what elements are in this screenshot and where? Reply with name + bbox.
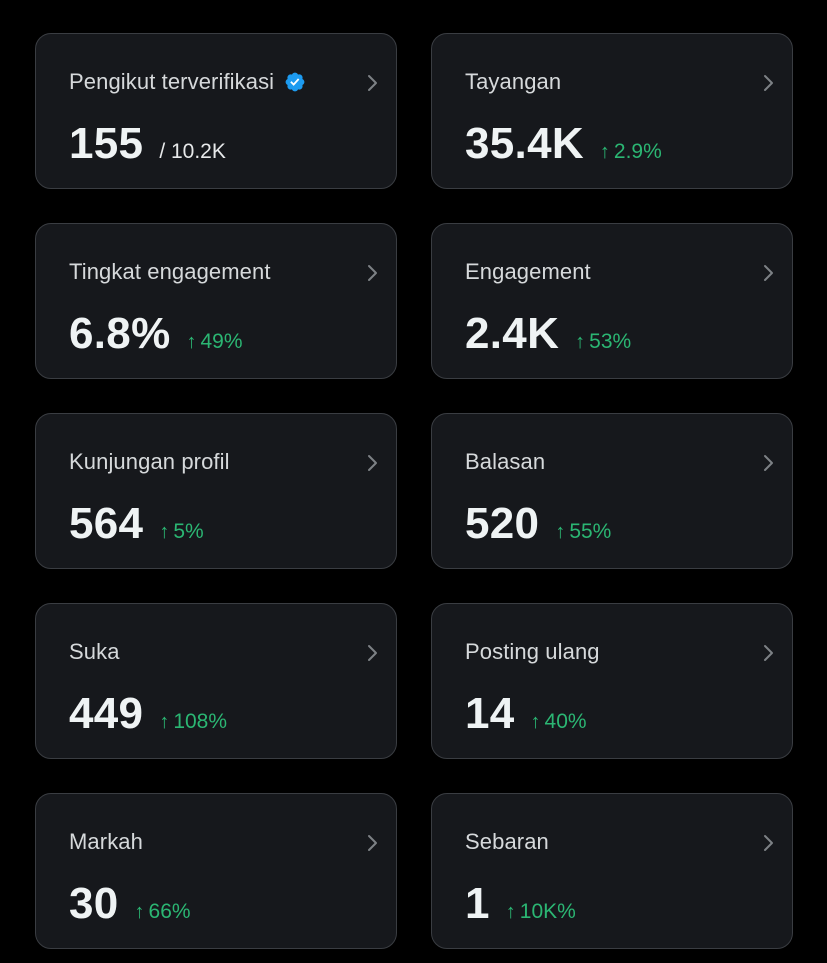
chevron-right-icon [366, 834, 380, 852]
card-delta-value: 40% [544, 710, 587, 733]
card-replies[interactable]: Balasan 520 ↑ 55% [431, 413, 793, 569]
card-label-row: Pengikut terverifikasi [69, 69, 306, 95]
card-value-row: 2.4K ↑ 53% [465, 308, 631, 360]
card-delta-value: 2.9% [613, 140, 662, 163]
card-label: Pengikut terverifikasi [69, 69, 275, 94]
card-delta-value: 55% [569, 520, 612, 543]
chevron-right-icon [762, 264, 776, 282]
arrow-up-icon: ↑ [159, 711, 170, 733]
card-label: Kunjungan profil [69, 449, 230, 474]
card-value-row: 14 ↑ 40% [465, 688, 587, 740]
card-value-row: 520 ↑ 55% [465, 498, 611, 550]
card-delta: ↑ 40% [531, 710, 587, 734]
card-value-row: 6.8% ↑ 49% [69, 308, 243, 360]
card-delta: ↑ 66% [135, 900, 191, 924]
card-delta-value: 66% [148, 900, 191, 923]
arrow-up-icon: ↑ [159, 521, 170, 543]
card-value: 520 [465, 499, 540, 548]
arrow-up-icon: ↑ [530, 711, 541, 733]
card-label: Tayangan [465, 69, 562, 94]
chevron-right-icon [366, 74, 380, 92]
card-label-row: Markah [69, 829, 143, 855]
card-label: Posting ulang [465, 639, 600, 664]
card-label: Tingkat engagement [69, 259, 271, 284]
card-impressions[interactable]: Tayangan 35.4K ↑ 2.9% [431, 33, 793, 189]
card-label: Markah [69, 829, 143, 854]
arrow-up-icon: ↑ [186, 331, 197, 353]
verified-badge-icon [284, 71, 306, 93]
card-label-row: Kunjungan profil [69, 449, 230, 475]
card-delta: ↑ 2.9% [600, 140, 662, 164]
chevron-right-icon [366, 644, 380, 662]
card-value-row: 449 ↑ 108% [69, 688, 227, 740]
card-value-row: 35.4K ↑ 2.9% [465, 118, 662, 170]
card-delta-value: 49% [200, 330, 243, 353]
chevron-right-icon [366, 454, 380, 472]
card-label: Sebaran [465, 829, 549, 854]
chevron-right-icon [762, 454, 776, 472]
card-label-row: Tayangan [465, 69, 561, 95]
card-label-row: Balasan [465, 449, 545, 475]
card-label-row: Sebaran [465, 829, 549, 855]
chevron-right-icon [762, 834, 776, 852]
card-profile-visits[interactable]: Kunjungan profil 564 ↑ 5% [35, 413, 397, 569]
card-delta: ↑ 55% [555, 520, 611, 544]
chevron-right-icon [366, 264, 380, 282]
chevron-right-icon [762, 74, 776, 92]
arrow-up-icon: ↑ [134, 901, 145, 923]
card-value-row: 30 ↑ 66% [69, 878, 191, 930]
chevron-right-icon [762, 644, 776, 662]
card-value: 1 [465, 879, 490, 928]
card-verified-followers[interactable]: Pengikut terverifikasi 155 / 10.2K [35, 33, 397, 189]
card-delta: ↑ 10K% [506, 900, 576, 924]
card-engagement[interactable]: Engagement 2.4K ↑ 53% [431, 223, 793, 379]
card-label-row: Tingkat engagement [69, 259, 271, 285]
card-delta: ↑ 108% [159, 710, 227, 734]
card-delta: ↑ 53% [575, 330, 631, 354]
card-delta-value: 108% [173, 710, 228, 733]
card-delta: ↑ 49% [187, 330, 243, 354]
card-likes[interactable]: Suka 449 ↑ 108% [35, 603, 397, 759]
card-value-row: 1 ↑ 10K% [465, 878, 576, 930]
card-delta-value: 10K% [519, 900, 576, 923]
card-delta-value: 5% [173, 520, 204, 543]
analytics-card-grid: Pengikut terverifikasi 155 / 10.2K Tayan… [35, 33, 793, 949]
card-shares[interactable]: Sebaran 1 ↑ 10K% [431, 793, 793, 949]
card-engagement-rate[interactable]: Tingkat engagement 6.8% ↑ 49% [35, 223, 397, 379]
card-value: 155 [69, 119, 144, 168]
card-reposts[interactable]: Posting ulang 14 ↑ 40% [431, 603, 793, 759]
arrow-up-icon: ↑ [505, 901, 516, 923]
card-value-row: 155 / 10.2K [69, 118, 226, 170]
card-value: 449 [69, 689, 144, 738]
arrow-up-icon: ↑ [599, 141, 610, 163]
card-value-row: 564 ↑ 5% [69, 498, 204, 550]
card-label-row: Suka [69, 639, 120, 665]
card-label: Suka [69, 639, 120, 664]
card-label: Balasan [465, 449, 546, 474]
card-total: / 10.2K [159, 140, 226, 163]
card-label-row: Posting ulang [465, 639, 600, 665]
card-label: Engagement [465, 259, 591, 284]
card-value: 6.8% [69, 309, 171, 358]
card-value: 2.4K [465, 309, 560, 358]
card-label-row: Engagement [465, 259, 591, 285]
card-delta: ↑ 5% [159, 520, 203, 544]
arrow-up-icon: ↑ [555, 521, 566, 543]
card-value: 14 [465, 689, 515, 738]
card-value: 35.4K [465, 119, 584, 168]
arrow-up-icon: ↑ [575, 331, 586, 353]
card-delta-value: 53% [589, 330, 632, 353]
card-bookmarks[interactable]: Markah 30 ↑ 66% [35, 793, 397, 949]
card-value: 30 [69, 879, 119, 928]
card-value: 564 [69, 499, 144, 548]
